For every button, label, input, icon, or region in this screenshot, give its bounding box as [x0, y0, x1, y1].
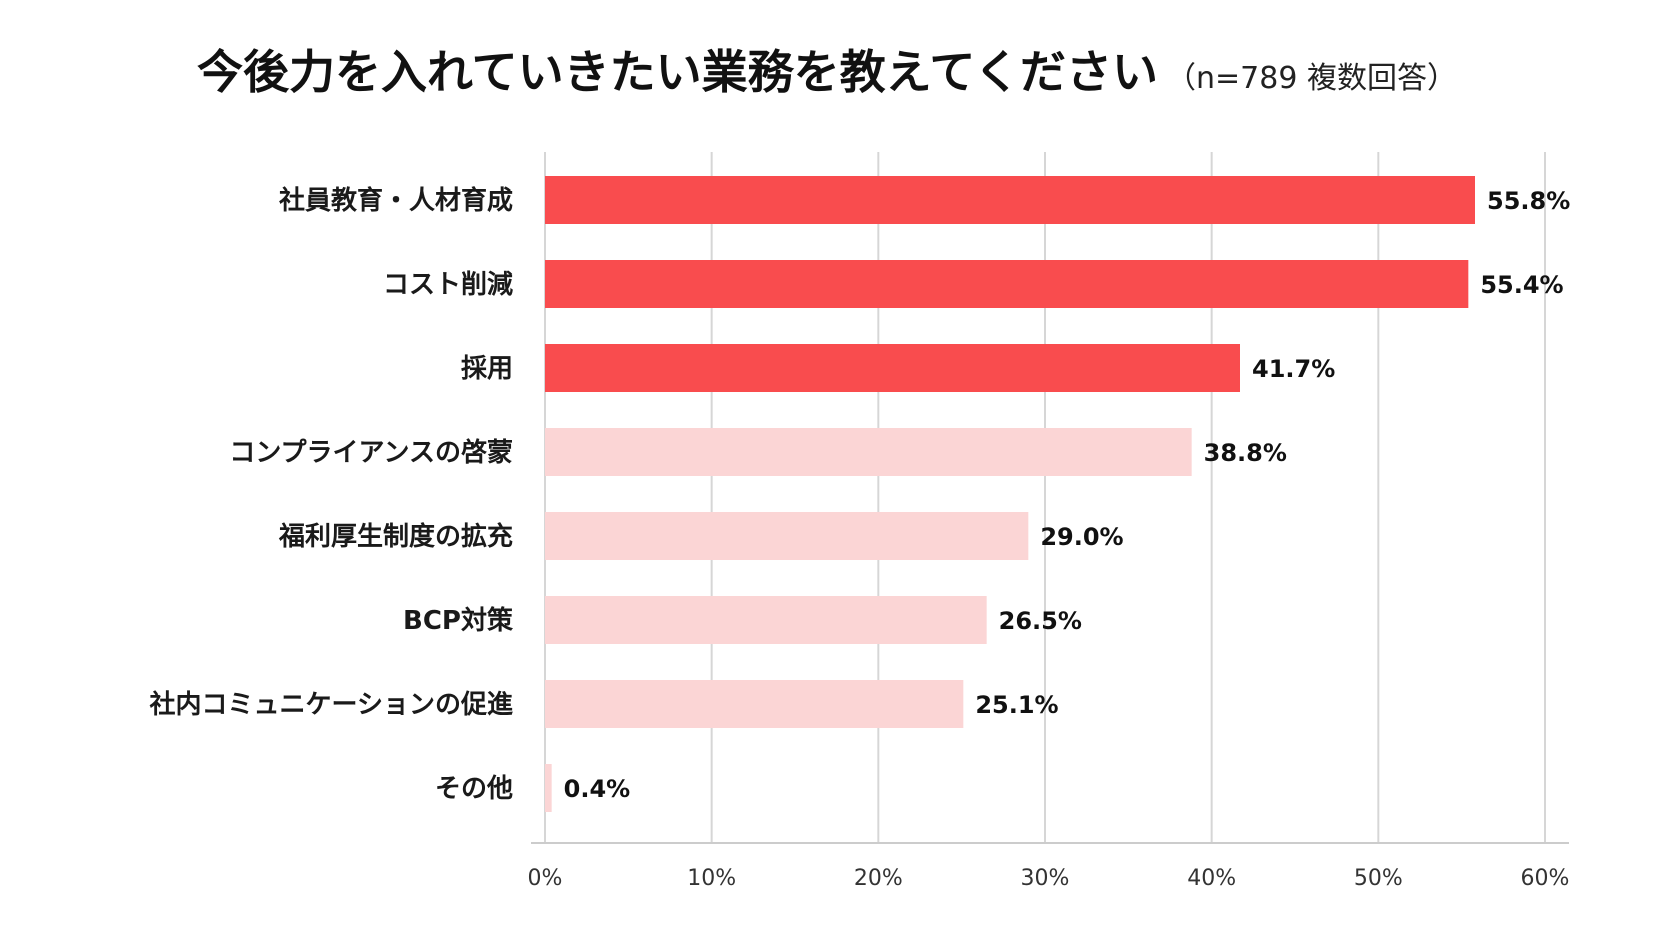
x-tick-label: 30% — [1021, 866, 1070, 891]
chart-title-main: 今後力を入れていきたい業務を教えてください — [197, 45, 1158, 99]
bar — [545, 344, 1240, 392]
x-tick-label: 10% — [687, 866, 736, 891]
x-tick-label: 60% — [1521, 866, 1570, 891]
data-label: 25.1% — [975, 691, 1058, 719]
bar — [545, 596, 987, 644]
data-label: 55.8% — [1487, 187, 1570, 215]
data-label: 0.4% — [564, 775, 631, 803]
category-label: BCP対策 — [403, 605, 513, 636]
value-labels: 55.8% 55.4% 41.7% 38.8% 29.0% 26.5% 25.1% 0.4% — [564, 187, 1571, 803]
x-tick-label: 0% — [528, 866, 563, 891]
chart-title-group: 今後力を入れていきたい業務を教えてください （n=789 複数回答） — [197, 45, 1457, 99]
x-tick-label: 20% — [854, 866, 903, 891]
category-label: 採用 — [461, 354, 513, 384]
bar — [545, 680, 964, 728]
category-label: その他 — [435, 774, 513, 804]
x-axis-ticks: 0% 10% 20% 30% 40% 50% 60% — [528, 866, 1570, 891]
x-tick-label: 40% — [1187, 866, 1236, 891]
category-label: 社員教育・人材育成 — [279, 185, 513, 216]
bar — [545, 512, 1029, 560]
category-label: 社内コミュニケーションの促進 — [150, 689, 513, 720]
bars — [545, 176, 1475, 812]
category-label: 福利厚生制度の拡充 — [278, 521, 513, 552]
category-label: コンプライアンスの啓蒙 — [229, 437, 513, 468]
chart-title: 今後力を入れていきたい業務を教えてください （n=789 複数回答） — [197, 45, 1457, 99]
bar — [545, 764, 552, 812]
bar — [545, 260, 1469, 308]
data-label: 38.8% — [1204, 439, 1287, 467]
data-label: 29.0% — [1040, 523, 1123, 551]
data-label: 41.7% — [1252, 355, 1335, 383]
x-tick-label: 50% — [1354, 866, 1403, 891]
chart-subtitle: （n=789 複数回答） — [1166, 61, 1457, 96]
bar — [545, 176, 1475, 224]
gridlines — [531, 152, 1569, 844]
bar — [545, 428, 1192, 476]
data-label: 26.5% — [999, 607, 1082, 635]
data-label: 55.4% — [1480, 271, 1563, 299]
category-label: コスト削減 — [383, 270, 513, 300]
